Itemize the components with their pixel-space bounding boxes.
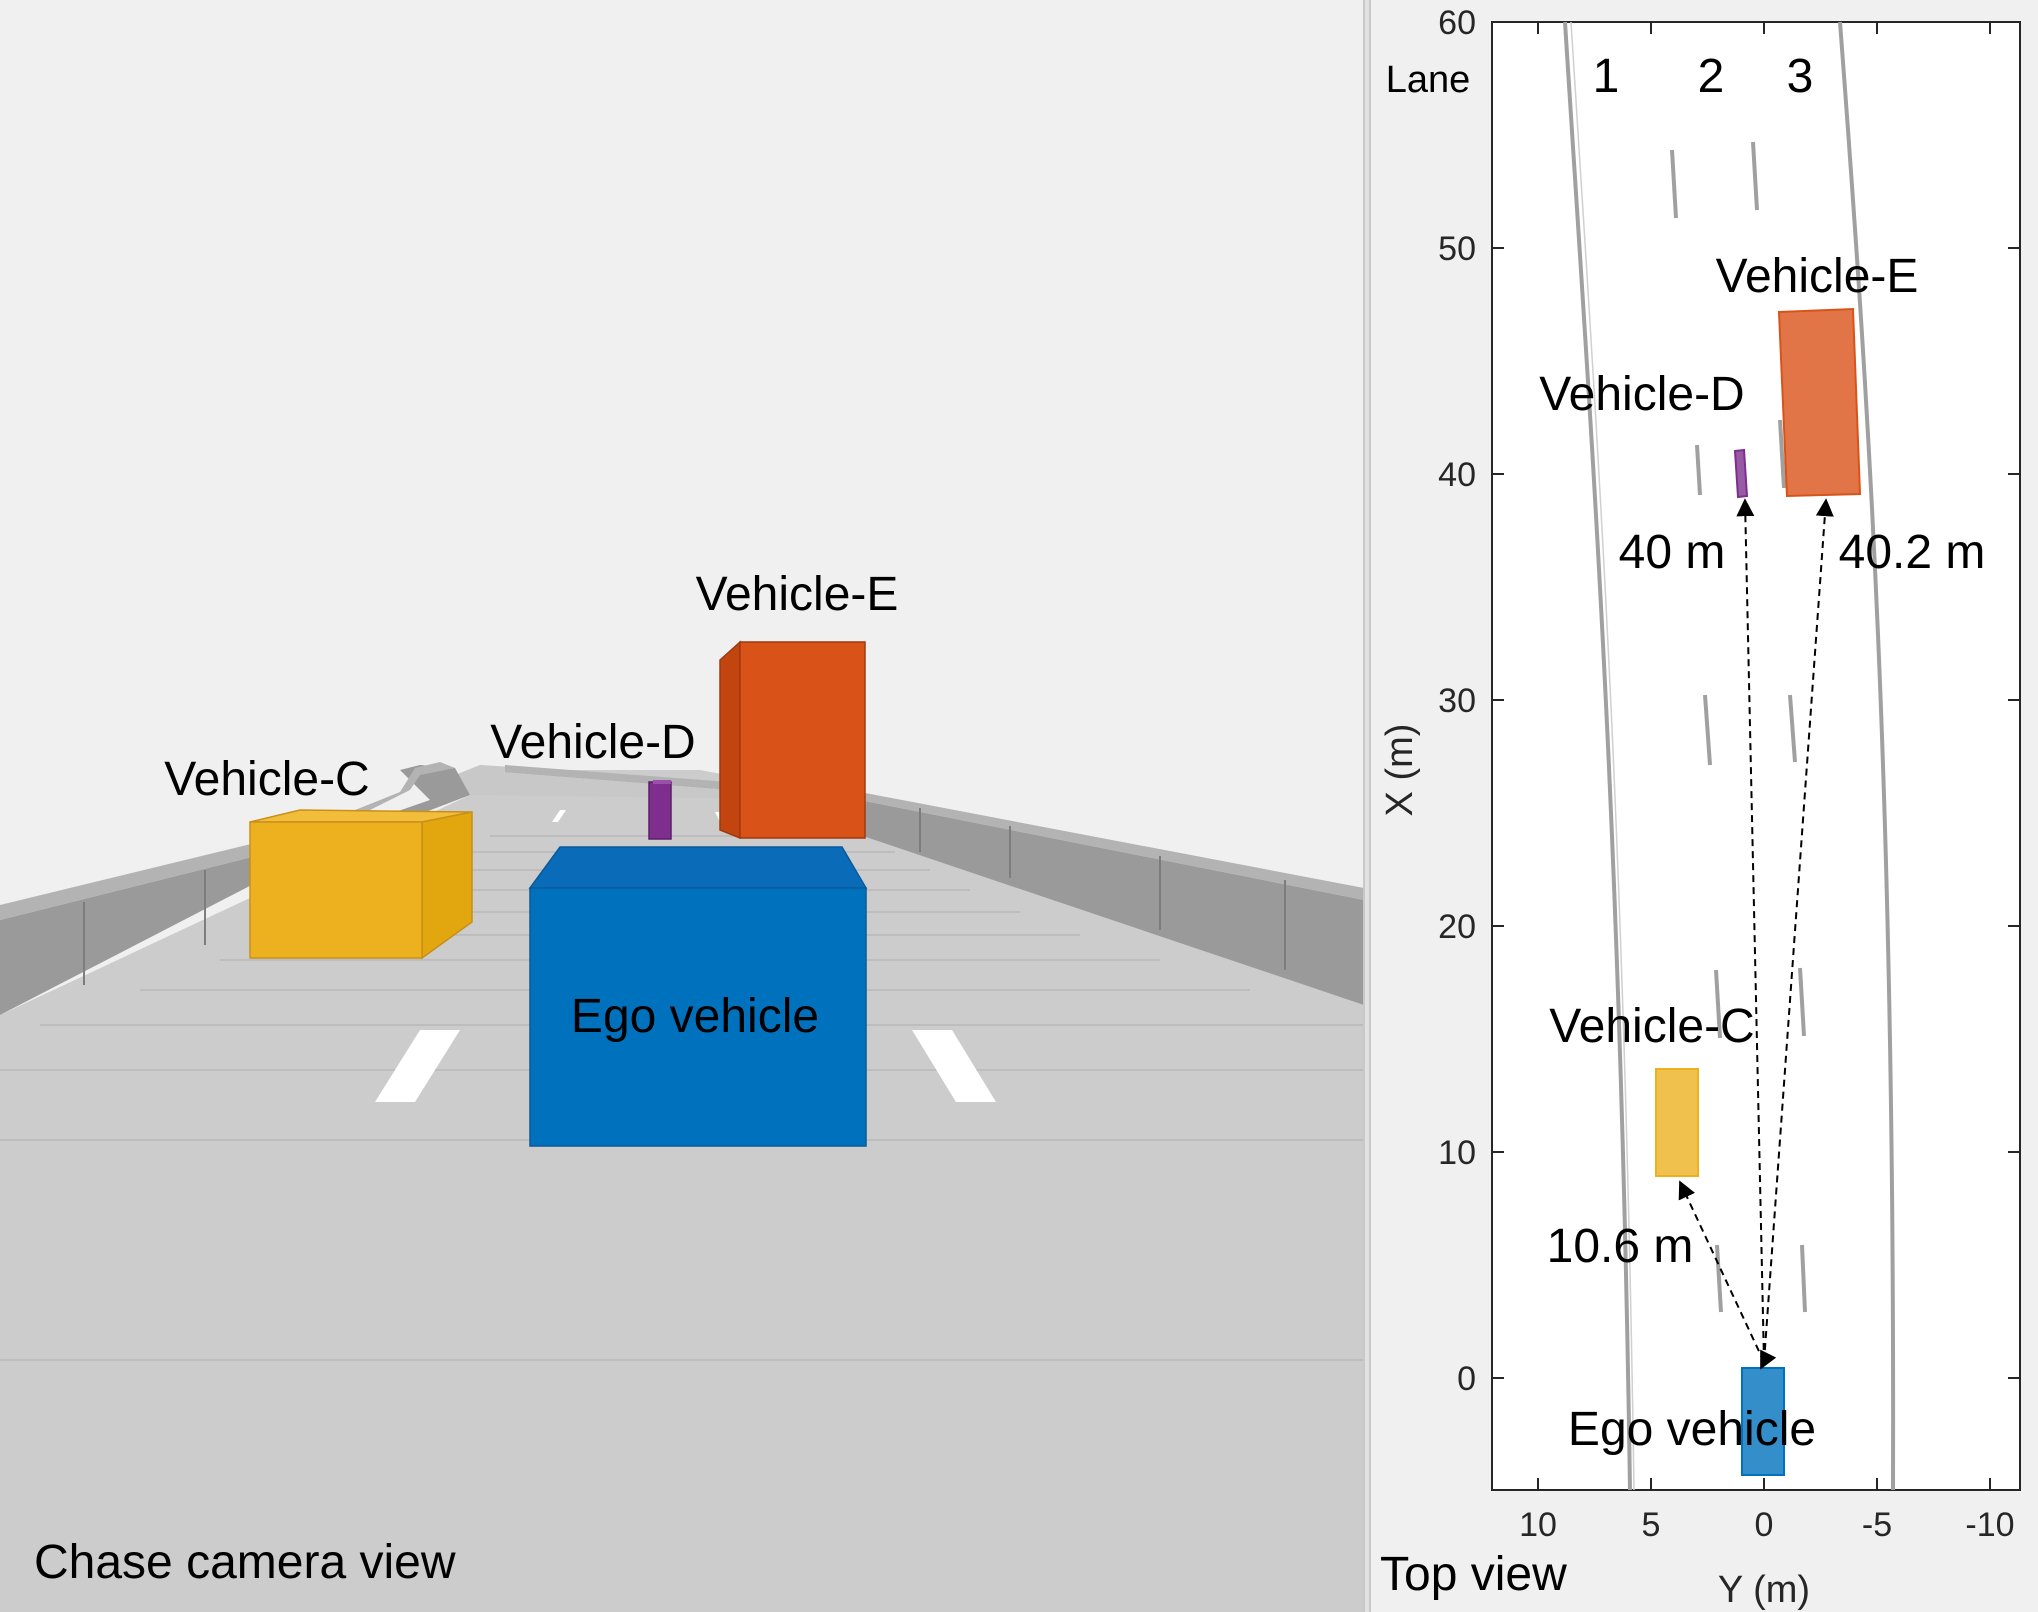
left-barrier-top: [0, 762, 455, 920]
distance-label-vehicle-e: 40.2 m: [1839, 526, 1986, 579]
lane-dash-6: [1714, 969, 1722, 1039]
road-edge-right: [1838, 21, 1896, 1491]
y-tick-label-1: 10: [1438, 1134, 1476, 1172]
x-tick-label-3: -5: [1862, 1506, 1892, 1544]
y-tick-label-4: 40: [1438, 456, 1476, 494]
chase-vehicle-d: [648, 780, 672, 840]
y-tick-label-0: 0: [1457, 1360, 1476, 1398]
lane-header: Lane: [1386, 59, 1471, 101]
distance-label-vehicle-c: 10.6 m: [1547, 1220, 1694, 1273]
lane-number-3: 3: [1787, 50, 1814, 103]
top-label-vehicle-c: Vehicle-C: [1549, 1000, 1754, 1053]
arrow-ego-to-vehicle-e: [1763, 498, 1834, 1363]
y-tick-label-2: 20: [1438, 908, 1476, 946]
lane-dash-7: [1798, 967, 1806, 1037]
chase-vehicle-e: [719, 640, 866, 840]
lane-dash-8: [1715, 1244, 1723, 1313]
top-label-vehicle-d: Vehicle-D: [1539, 368, 1744, 421]
top-label-vehicle-e: Vehicle-E: [1716, 250, 1919, 303]
y-tick-label-5: 50: [1438, 230, 1476, 268]
panel-divider: [1364, 0, 1370, 1612]
lane-dash-9: [1800, 1244, 1807, 1313]
arrow-ego-to-vehicle-c: [1678, 1180, 1765, 1363]
road-edge-left: [1563, 21, 1632, 1491]
lane-dash-2: [1695, 444, 1702, 496]
top-vehicle-vehicle_d: [1733, 448, 1749, 499]
x-axis-label: Y (m): [1718, 1569, 1810, 1611]
chase-camera-view: Vehicle-C Vehicle-D Vehicle-E Ego vehicl…: [0, 568, 1364, 1612]
chase-vehicle-c: [249, 809, 473, 960]
chase-view-label: Chase camera view: [34, 1536, 456, 1589]
lane-dash-5: [1788, 694, 1797, 763]
chase-label-vehicle-c: Vehicle-C: [164, 753, 369, 806]
y-axis: 0 10 20 30 40 50 60: [1438, 4, 2020, 1398]
top-lane-lines: [1563, 21, 1896, 1491]
top-vehicles: [1655, 307, 1862, 1476]
right-barrier: [505, 770, 1364, 1005]
x-tick-label-1: 5: [1642, 1506, 1661, 1544]
distance-label-vehicle-d: 40 m: [1619, 526, 1726, 579]
right-barrier-top: [505, 765, 1364, 900]
x-tick-label-2: 0: [1755, 1506, 1774, 1544]
top-label-ego: Ego vehicle: [1568, 1403, 1816, 1456]
lane-dash-0: [1670, 149, 1678, 219]
chase-ego-vehicle: [528, 846, 868, 1147]
top-vehicle-ego: [1741, 1367, 1785, 1476]
road-edge-left-inner: [1570, 21, 1635, 1491]
y-tick-label-6: 60: [1438, 4, 1476, 42]
y-tick-label-3: 30: [1438, 682, 1476, 720]
top-vehicle-vehicle_e: [1777, 307, 1862, 498]
lane-dash-3: [1778, 419, 1786, 489]
y-axis-label: X (m): [1379, 724, 1421, 817]
chase-label-vehicle-d: Vehicle-D: [490, 716, 695, 769]
lane-number-2: 2: [1698, 50, 1725, 103]
road-surface: [0, 770, 1364, 1612]
distance-arrows: [1678, 498, 1834, 1370]
top-view-label: Top view: [1380, 1548, 1567, 1601]
x-tick-label-4: -10: [1965, 1506, 2014, 1544]
top-vehicle-vehicle_c: [1655, 1068, 1699, 1177]
lane-number-1: 1: [1593, 50, 1620, 103]
lane-dash-1: [1751, 141, 1759, 211]
x-axis: 10 5 0 -5 -10: [1519, 22, 2015, 1544]
lane-dash-4: [1703, 694, 1712, 766]
chase-label-vehicle-e: Vehicle-E: [696, 568, 899, 621]
chase-label-ego: Ego vehicle: [571, 990, 819, 1043]
x-tick-label-0: 10: [1519, 1506, 1557, 1544]
